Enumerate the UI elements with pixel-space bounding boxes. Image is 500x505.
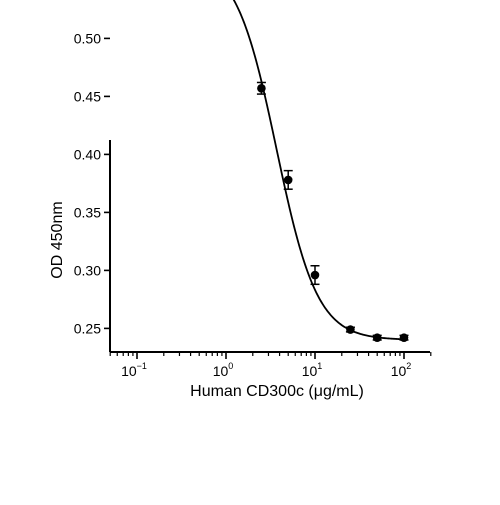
x-tick-label: 10−1 — [121, 361, 147, 379]
y-axis-title: OD 450nm — [49, 201, 66, 278]
axes — [109, 140, 430, 353]
data-marker — [310, 270, 320, 280]
y-tick-label: 0.40 — [74, 146, 101, 162]
data-point — [256, 81, 266, 95]
data-marker — [283, 175, 293, 185]
data-marker — [372, 333, 382, 342]
data-marker — [399, 333, 409, 342]
data-points-layer — [256, 81, 409, 342]
y-tick-label: 0.35 — [74, 204, 101, 220]
data-marker — [346, 325, 355, 334]
x-tick-label: 102 — [391, 361, 412, 379]
y-tick-label: 0.45 — [74, 88, 101, 104]
y-tick-label: 0.50 — [74, 30, 101, 46]
data-point — [310, 265, 320, 286]
data-point — [283, 169, 293, 190]
x-tick-label: 100 — [213, 361, 234, 379]
data-point — [345, 325, 355, 334]
x-tick-label: 101 — [302, 361, 323, 379]
data-point — [399, 333, 409, 342]
fit-curve — [232, 0, 405, 341]
fit-curve-layer — [232, 0, 405, 341]
ticks: 0.250.300.350.400.450.500.5510−110010110… — [74, 30, 432, 379]
y-tick-label: 0.30 — [74, 262, 101, 278]
data-point — [372, 333, 382, 342]
data-marker — [257, 83, 266, 93]
x-axis-title: Human CD300c (μg/mL) — [190, 383, 364, 400]
y-tick-label: 0.25 — [74, 320, 101, 336]
